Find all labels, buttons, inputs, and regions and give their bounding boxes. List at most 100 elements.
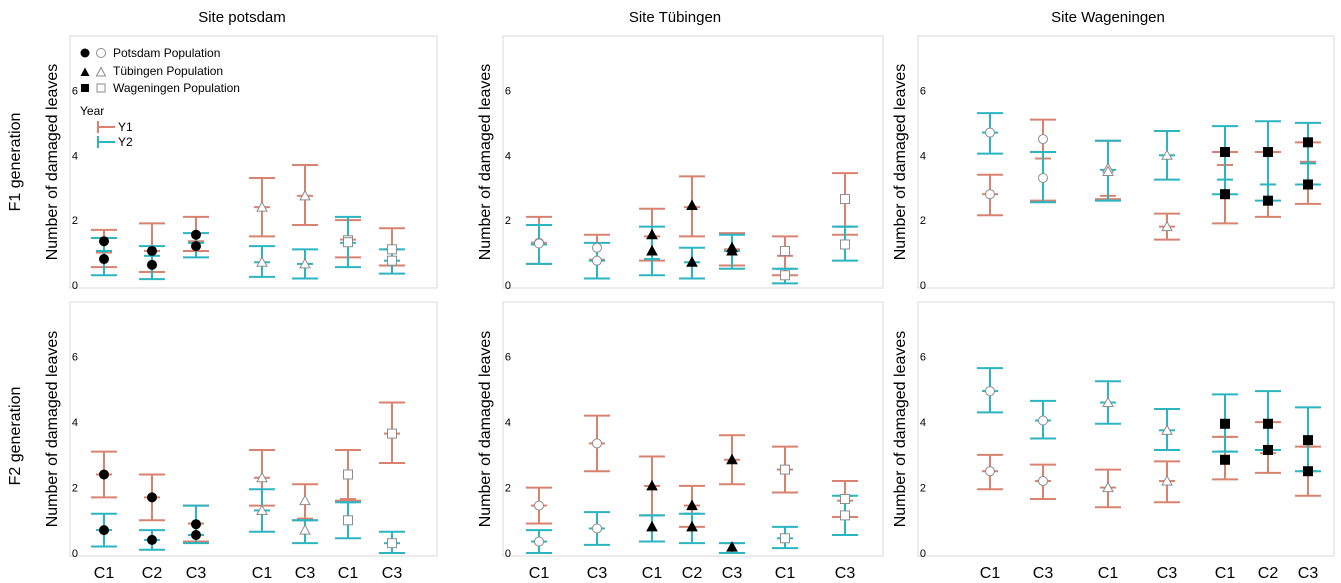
panel-potsdam-f1: Number of damaged leaves 0 2 4 6 (44, 35, 438, 292)
panel-potsdam-f2-point-square-11 (343, 469, 353, 480)
panel-tuebingen-f2-point-square-14 (840, 510, 850, 521)
panel-potsdam-f2-xtick-5: C3 (295, 565, 316, 582)
panel-potsdam-f1-point-triangle-10 (299, 257, 311, 269)
panel-wageningen-f1-ytick-2: 2 (920, 215, 926, 227)
panel-tuebingen-f2: Number of damaged leaves 0 2 4 6 C1 C3 C1 C2 C3 C1… (477, 301, 884, 582)
panel-wageningen-f2-point-circle-3 (1038, 415, 1048, 426)
panel-potsdam-f2-ytick-0: 0 (72, 548, 78, 560)
panel-tuebingen-f2-xtick-7: C3 (835, 565, 856, 582)
column-title-potsdam: Site potsdam (198, 9, 286, 26)
panel-tuebingen-f1-point-circle-4 (592, 255, 602, 266)
panel-wageningen-f2-point-triangle-7 (1161, 424, 1173, 435)
panel-potsdam-f2-xtick-6: C1 (338, 565, 359, 582)
panel-potsdam-f2-point-triangle-8 (256, 504, 268, 515)
panel-wageningen-f1-point-circle-1 (985, 127, 995, 138)
panel-potsdam-f2-point-circle-6 (191, 530, 201, 541)
panel-wageningen-f2-xtick-3: C1 (1098, 565, 1119, 582)
panel-wageningen-f2-ytick-2: 2 (920, 483, 926, 495)
panel-tuebingen-f2-xtick-6: C1 (775, 565, 796, 582)
panel-wageningen-f2-ytick-4: 4 (920, 417, 926, 429)
panel-potsdam-f2-xtick-4: C1 (252, 565, 273, 582)
panel-wageningen-f2-xtick-5: C1 (1215, 565, 1236, 582)
panel-potsdam-f2-ytick-2: 2 (72, 483, 78, 495)
panel-tuebingen-f2-errorbar-3-y2 (639, 514, 665, 543)
panel-tuebingen-f2-ytick-2: 2 (505, 483, 511, 495)
panel-tuebingen-f2-point-circle-3 (592, 438, 602, 449)
panel-tuebingen-f2-point-square-12 (780, 533, 790, 544)
panel-tuebingen-f2-xtick-5: C3 (722, 565, 743, 582)
panel-wageningen-f2-xtick-1: C1 (980, 565, 1001, 582)
panel-wageningen-f1-point-triangle-7 (1161, 149, 1173, 160)
panel-wageningen-f1-point-square-14 (1303, 179, 1313, 190)
panel-tuebingen-f2-point-circle-4 (592, 523, 602, 534)
panel-potsdam-f2-frame (69, 301, 438, 557)
legend-label-tuebingen-population: Tübingen Population (113, 64, 223, 78)
panel-tuebingen-f1-point-triangle-6 (646, 244, 658, 256)
panel-tuebingen-f2-ytick-0: 0 (505, 548, 511, 560)
panel-potsdam-f2-point-circle-4 (147, 534, 157, 545)
panel-tuebingen-f2-xtick-2: C3 (587, 565, 608, 582)
panel-wageningen-f2-xtick-7: C3 (1298, 565, 1319, 582)
panel-wageningen-f1-ytick-0: 0 (920, 280, 926, 292)
legend-label-y2: Y2 (118, 135, 133, 149)
panel-tuebingen-f2-point-triangle-6 (646, 520, 658, 532)
panel-potsdam-f2-point-triangle-10 (299, 524, 311, 535)
panel-tuebingen-f2-point-triangle-9 (726, 453, 738, 465)
legend-label-potsdam-population: Potsdam Population (113, 46, 220, 60)
panel-wageningen-f1-errorbar-7-y2 (1295, 121, 1321, 186)
panel-tuebingen-f1-point-square-14 (840, 239, 850, 250)
panel-tuebingen-f2-xtick-1: C1 (529, 565, 550, 582)
panel-potsdam-f1-point-triangle-8 (256, 256, 268, 267)
panel-wageningen-f2-xtick-4: C3 (1157, 565, 1178, 582)
panel-tuebingen-f1-point-triangle-7 (686, 199, 698, 211)
panel-potsdam-f1-ytick-0: 0 (72, 280, 78, 292)
row-label-f2: F2 generation (7, 387, 24, 486)
panel-tuebingen-f1-point-square-13 (840, 194, 850, 205)
legend: Potsdam Population Tübingen Population W… (80, 46, 240, 149)
panel-wageningen-f1-ytick-6: 6 (920, 85, 926, 97)
panel-wageningen-f2-point-circle-1 (985, 386, 995, 397)
panel-tuebingen-f2-point-triangle-5 (646, 479, 658, 491)
panel-wageningen-f2-ylabel: Number of damaged leaves (892, 331, 909, 528)
panel-wageningen-f1-point-circle-2 (985, 189, 995, 200)
legend-label-y1: Y1 (118, 120, 133, 134)
panel-wageningen-f1-errorbar-5-y2 (1212, 125, 1238, 196)
panel-potsdam-f1-point-circle-3 (147, 245, 157, 256)
panel-potsdam-f1-point-square-14 (387, 255, 397, 266)
panel-wageningen-f1-point-triangle-6 (1102, 165, 1114, 176)
panel-tuebingen-f2-point-circle-2 (534, 536, 544, 547)
panel-potsdam-f2-point-circle-5 (191, 519, 201, 530)
panel-potsdam-f2-xtick-2: C2 (142, 565, 163, 582)
panel-wageningen-f2-point-triangle-8 (1161, 474, 1173, 486)
row-label-f1: F1 generation (7, 113, 24, 212)
panel-potsdam-f2-xtick-7: C3 (382, 565, 403, 582)
panel-wageningen-f2-point-square-12 (1263, 444, 1273, 455)
panel-tuebingen-f1-point-square-12 (780, 270, 790, 281)
panel-tuebingen-f1-point-triangle-10 (726, 244, 738, 256)
panel-wageningen-f1-errorbar-4-y1 (1154, 212, 1180, 241)
panel-potsdam-f1-point-circle-5 (191, 229, 201, 240)
panel-wageningen-f1-errorbar-6-y2 (1255, 120, 1281, 202)
panel-potsdam-f1-point-circle-4 (147, 259, 157, 270)
panel-wageningen-f1-point-circle-4 (1038, 172, 1048, 183)
panel-wageningen-f2-xtick-6: C2 (1258, 565, 1279, 582)
panel-tuebingen-f1-point-square-11 (780, 245, 790, 256)
panel-wageningen-f2-ytick-6: 6 (920, 352, 926, 364)
panel-potsdam-f1-point-circle-2 (99, 254, 109, 265)
panel-wageningen-f1-frame (917, 35, 1335, 289)
panel-wageningen-f1: Number of damaged leaves 0 2 4 6 (892, 35, 1335, 292)
panel-wageningen-f2-point-triangle-5 (1102, 396, 1114, 408)
panel-tuebingen-f2-point-triangle-8 (686, 520, 698, 532)
panel-potsdam-f2-point-triangle-7 (256, 471, 268, 483)
panel-wageningen-f2-ytick-0: 0 (920, 548, 926, 560)
legend-filled-triangle-icon (80, 67, 90, 76)
panel-wageningen-f1-point-square-11 (1263, 147, 1273, 158)
panel-potsdam-f1-ytick-2: 2 (72, 215, 78, 227)
panel-wageningen-f1-point-circle-3 (1038, 134, 1048, 145)
panel-wageningen-f2-point-circle-2 (985, 466, 995, 477)
panel-potsdam-f1-point-square-12 (343, 237, 353, 248)
panel-wageningen-f1-point-square-9 (1220, 147, 1230, 158)
panel-tuebingen-f2-point-square-13 (840, 494, 850, 505)
